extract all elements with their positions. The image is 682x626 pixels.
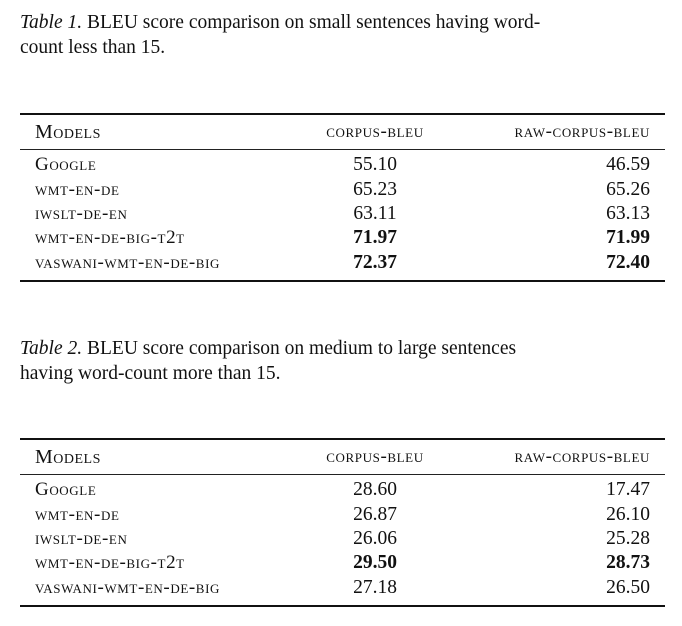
table-row: vaswani-wmt-en-de-big 72.37 72.40 — [20, 251, 665, 275]
bottom-rule — [20, 605, 665, 608]
caption-text: BLEU score comparison on medium to large… — [82, 338, 517, 359]
model-name: Google — [35, 154, 97, 176]
table-row: iwslt-de-en 26.06 25.28 — [20, 527, 665, 551]
table-row: wmt-en-de-big-t2t 71.97 71.99 — [20, 226, 665, 250]
header-raw-corpus-bleu: raw-corpus-bleu — [514, 446, 650, 467]
table-row: wmt-en-de 65.23 65.26 — [20, 178, 665, 202]
model-name: wmt-en-de-big-t2t — [35, 552, 185, 574]
header-models: Models — [35, 446, 101, 468]
corpus-bleu-value: 65.23 — [353, 178, 397, 200]
raw-corpus-bleu-value: 71.99 — [606, 227, 650, 249]
raw-corpus-bleu-value: 28.73 — [606, 552, 650, 574]
header-models: Models — [35, 121, 101, 143]
table-1-caption: Table 1. BLEU score comparison on small … — [20, 10, 640, 60]
model-name: vaswani-wmt-en-de-big — [35, 251, 220, 273]
model-name: Google — [35, 479, 97, 501]
corpus-bleu-value: 29.50 — [353, 552, 397, 574]
caption-label: Table 2. — [20, 338, 83, 359]
model-name: wmt-en-de — [35, 178, 120, 200]
top-rule — [20, 438, 665, 440]
header-corpus-bleu: corpus-bleu — [326, 446, 424, 467]
corpus-bleu-value: 27.18 — [353, 576, 397, 598]
raw-corpus-bleu-value: 72.40 — [606, 251, 650, 273]
corpus-bleu-value: 26.87 — [353, 503, 397, 525]
raw-corpus-bleu-value: 26.10 — [606, 503, 650, 525]
table-1: Models corpus-bleu raw-corpus-bleu Googl… — [20, 113, 665, 283]
table-row: vaswani-wmt-en-de-big 27.18 26.50 — [20, 576, 665, 600]
model-name: wmt-en-de — [35, 503, 120, 525]
mid-rule — [20, 149, 665, 151]
raw-corpus-bleu-value: 63.13 — [606, 203, 650, 225]
header-raw-corpus-bleu: raw-corpus-bleu — [514, 121, 650, 142]
header-row: Models corpus-bleu raw-corpus-bleu — [20, 115, 665, 149]
raw-corpus-bleu-value: 25.28 — [606, 528, 650, 550]
table-row: wmt-en-de-big-t2t 29.50 28.73 — [20, 551, 665, 575]
corpus-bleu-value: 63.11 — [353, 203, 397, 225]
model-name: iwslt-de-en — [35, 528, 128, 550]
caption-text-line2: count less than 15. — [20, 37, 166, 58]
corpus-bleu-value: 26.06 — [353, 528, 397, 550]
raw-corpus-bleu-value: 65.26 — [606, 178, 650, 200]
bottom-rule — [20, 280, 665, 283]
caption-text: BLEU score comparison on small sentences… — [82, 12, 541, 33]
table-row: Google 55.10 46.59 — [20, 153, 665, 177]
table-row: Google 28.60 17.47 — [20, 478, 665, 502]
model-name: iwslt-de-en — [35, 203, 128, 225]
table-row: wmt-en-de 26.87 26.10 — [20, 503, 665, 527]
corpus-bleu-value: 28.60 — [353, 479, 397, 501]
top-rule — [20, 113, 665, 115]
raw-corpus-bleu-value: 46.59 — [606, 154, 650, 176]
caption-label: Table 1. — [20, 12, 83, 33]
raw-corpus-bleu-value: 17.47 — [606, 479, 650, 501]
table-2-caption: Table 2. BLEU score comparison on medium… — [20, 336, 640, 386]
corpus-bleu-value: 55.10 — [353, 154, 397, 176]
table-row: iwslt-de-en 63.11 63.13 — [20, 202, 665, 226]
corpus-bleu-value: 71.97 — [353, 227, 397, 249]
corpus-bleu-value: 72.37 — [353, 251, 397, 273]
header-corpus-bleu: corpus-bleu — [326, 121, 424, 142]
mid-rule — [20, 474, 665, 476]
caption-text-line2: having word-count more than 15. — [20, 363, 281, 384]
raw-corpus-bleu-value: 26.50 — [606, 576, 650, 598]
header-row: Models corpus-bleu raw-corpus-bleu — [20, 440, 665, 474]
table-2: Models corpus-bleu raw-corpus-bleu Googl… — [20, 438, 665, 608]
model-name: vaswani-wmt-en-de-big — [35, 576, 220, 598]
model-name: wmt-en-de-big-t2t — [35, 227, 185, 249]
